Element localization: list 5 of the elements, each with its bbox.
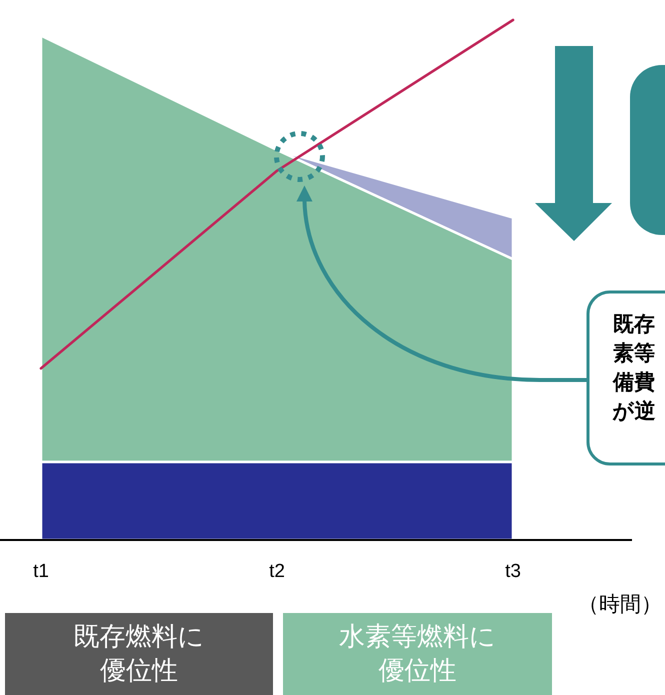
x-axis-title: （時間） (578, 593, 662, 616)
x-tick-label: t3 (505, 561, 521, 582)
callout-box: 既存素等備費が逆 (586, 290, 665, 466)
x-tick-label: t1 (33, 561, 49, 582)
x-tick-label: t2 (269, 561, 285, 582)
